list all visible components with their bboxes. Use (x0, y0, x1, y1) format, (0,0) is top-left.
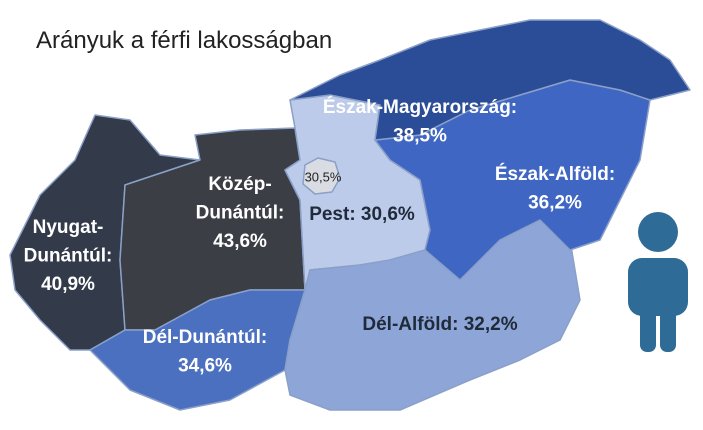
capital-label: 30,5% (305, 169, 342, 184)
region-label: Közép- (208, 174, 271, 195)
region-label: Pest: 30,6% (309, 204, 415, 225)
region-label: 40,9% (41, 274, 95, 295)
region-label: 36,2% (528, 193, 582, 214)
region-label: Észak-Alföld: (495, 163, 615, 185)
person-icon (628, 212, 688, 352)
region-label: Dunántúl: (196, 203, 285, 224)
region-label: 34,6% (178, 356, 232, 377)
region-label: 43,6% (213, 231, 267, 252)
region-shape (289, 19, 691, 141)
region-label: Nyugat- (33, 217, 104, 238)
region-label: Dél-Alföld: 32,2% (362, 314, 517, 335)
region-label: Dunántúl: (24, 246, 113, 267)
map-title: Arányuk a férfi lakosságban (36, 27, 332, 54)
region-label: Dél-Dunántúl: (143, 327, 268, 348)
region-label: 38,5% (393, 126, 447, 147)
capital-shape (302, 157, 341, 195)
region-label: Észak-Magyarország: (323, 96, 517, 118)
region-shape (284, 219, 581, 411)
regions (9, 19, 691, 411)
